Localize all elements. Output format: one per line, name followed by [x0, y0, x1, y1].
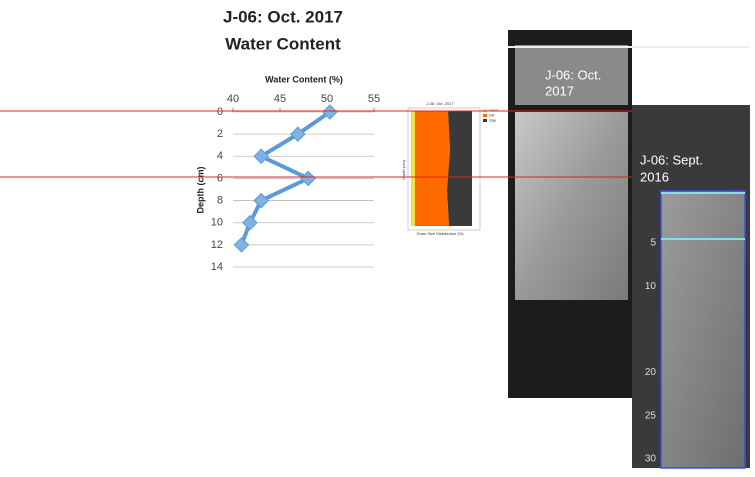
scale-label: 20	[645, 367, 657, 378]
x-tick-label: 50	[321, 93, 333, 105]
y-tick-label: 8	[217, 194, 223, 206]
page: J-06: Oct. 2017 J-06: Sept. 2016 5102025…	[0, 0, 755, 477]
xray-core	[661, 191, 745, 468]
grain-x-label: Grain Size Distribution (%)	[416, 231, 464, 236]
y-tick-label: 12	[211, 239, 223, 251]
photo-label: 2017	[545, 83, 574, 98]
xray-core	[515, 112, 628, 300]
grain-area	[411, 111, 415, 226]
photo-label: 2016	[640, 169, 669, 184]
grain-title: J-06: Oct. 2017	[426, 101, 454, 106]
legend-swatch	[483, 119, 487, 122]
legend-label: clay	[489, 118, 496, 123]
y-tick-label: 2	[217, 128, 223, 140]
data-point	[301, 171, 315, 185]
y-tick-label: 14	[211, 261, 223, 273]
chart-title: J-06: Oct. 2017	[223, 7, 343, 26]
scale-label: 30	[645, 454, 657, 465]
chart-title: Water Content	[225, 34, 341, 53]
grain-area	[415, 111, 450, 226]
y-tick-label: 6	[217, 172, 223, 184]
x-tick-label: 55	[368, 93, 380, 105]
data-point	[254, 194, 268, 208]
scale-label: 10	[645, 281, 657, 292]
grain-area	[447, 111, 472, 226]
photo-label: J-06: Oct.	[545, 67, 601, 82]
scale-label: 25	[645, 410, 657, 421]
y-axis-label: Depth (cm)	[195, 166, 205, 213]
x-tick-label: 45	[274, 93, 286, 105]
y-tick-label: 4	[217, 150, 223, 162]
scale-label: 5	[650, 238, 656, 249]
photo-label: J-06: Sept.	[640, 152, 703, 167]
data-point	[234, 238, 248, 252]
plot: 0 2 4 6 8 10 12 14 40 45 50 55	[211, 93, 380, 273]
y-tick-label: 10	[211, 217, 223, 229]
data-point	[243, 216, 257, 230]
x-axis-label: Water Content (%)	[265, 74, 343, 84]
y-tick-label: 0	[217, 106, 223, 118]
x-tick-label: 40	[227, 93, 239, 105]
legend-swatch	[483, 114, 487, 117]
